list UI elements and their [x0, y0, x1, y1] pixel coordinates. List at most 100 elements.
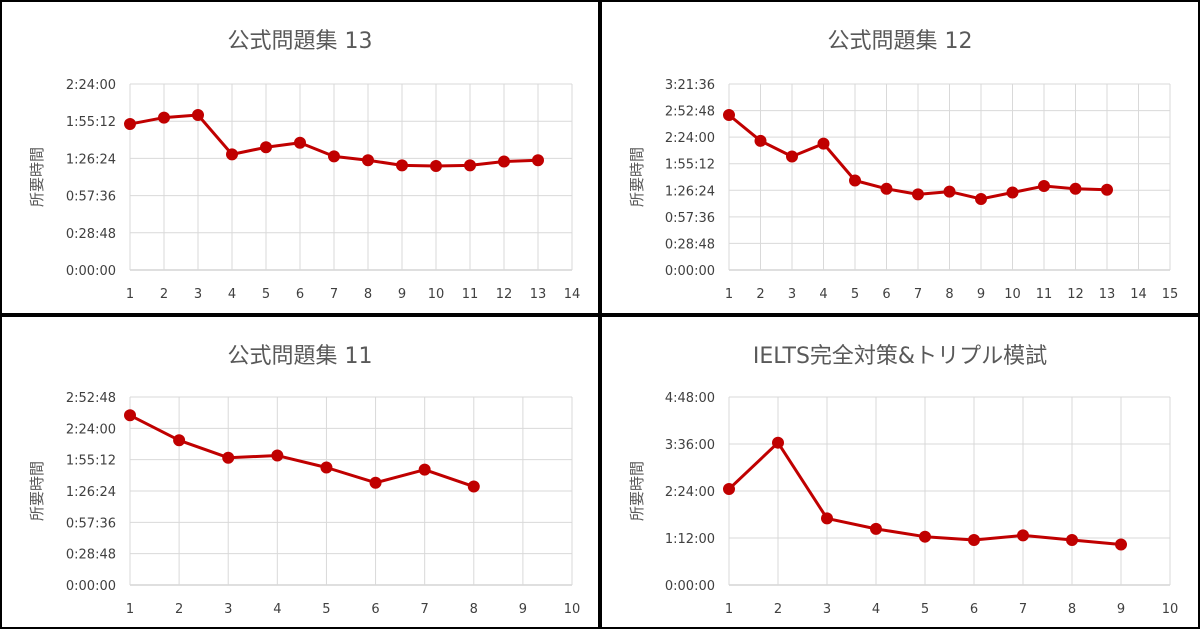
y-tick-label: 3:21:36 [665, 78, 715, 93]
x-tick-label: 10 [428, 287, 445, 302]
chart-svg-2: 公式問題集 12 所要時間 0:00:00 0:28:48 0:57:36 1:26:24… [628, 29, 1178, 302]
chart-title: 公式問題集 11 [228, 344, 373, 369]
x-tick-label: 12 [1067, 287, 1084, 302]
data-point [260, 141, 272, 154]
x-tick-label: 1 [126, 602, 134, 617]
x-tick-label: 3 [194, 287, 202, 302]
data-point [294, 136, 306, 149]
x-tick-label: 13 [1099, 287, 1116, 302]
data-point [870, 522, 882, 535]
x-tick-label: 9 [398, 287, 406, 302]
data-point [362, 154, 374, 167]
x-tick-label: 5 [851, 287, 859, 302]
x-tick-label: 10 [564, 602, 581, 617]
x-tick-label: 5 [921, 602, 929, 617]
x-tick-label: 6 [296, 287, 304, 302]
x-tick-label: 1 [725, 287, 733, 302]
y-tick-label: 1:26:24 [66, 485, 116, 500]
data-point [396, 159, 408, 172]
y-tick-label: 3:36:00 [665, 438, 715, 453]
x-tick-label: 6 [882, 287, 890, 302]
y-tick-label: 2:52:48 [665, 105, 715, 120]
data-point [772, 436, 784, 449]
x-tick-label: 7 [914, 287, 922, 302]
y-tick-label: 0:28:48 [66, 227, 116, 242]
data-point [173, 434, 186, 447]
data-point [328, 150, 340, 163]
data-point [912, 188, 924, 201]
data-point [158, 111, 170, 124]
chart-panel-4: IELTS完全対策&トリプル模試 所要時間 0:00:00 1:12:00 2:24:0… [600, 315, 1200, 629]
data-point [464, 159, 476, 172]
data-point [271, 449, 284, 462]
x-tick-label: 11 [1036, 287, 1053, 302]
data-point [1101, 183, 1113, 196]
series-line [129, 413, 475, 488]
data-point [222, 451, 235, 464]
data-point [786, 150, 798, 163]
x-tick-label: 5 [322, 602, 330, 617]
data-point [968, 533, 980, 546]
data-point [1017, 529, 1029, 542]
y-axis-label: 所要時間 [28, 461, 46, 521]
data-point [849, 174, 861, 187]
x-tick-label: 9 [519, 602, 527, 617]
x-tick-label: 8 [945, 287, 953, 302]
y-tick-label: 1:55:12 [66, 454, 116, 469]
x-tick-label: 7 [330, 287, 338, 302]
data-point [880, 182, 893, 195]
y-tick-label: 2:52:48 [66, 391, 116, 406]
x-tick-label: 3 [224, 602, 232, 617]
chart-svg-1: 公式問題集 13 所要時間 0:00:00 0:28:48 0:57:36 1:26:24… [28, 29, 581, 302]
x-tick-label: 6 [970, 602, 978, 617]
x-tick-label: 5 [262, 287, 270, 302]
x-tick-label: 4 [819, 287, 827, 302]
y-tick-label: 2:24:00 [665, 485, 715, 500]
x-tick-label: 8 [1068, 602, 1076, 617]
chart-title: 公式問題集 13 [228, 29, 373, 54]
data-point [369, 476, 382, 489]
y-tick-label: 1:26:24 [66, 152, 116, 167]
data-point [1066, 533, 1078, 546]
y-axis-label: 所要時間 [28, 147, 46, 207]
data-point [532, 154, 544, 167]
y-tick-label: 1:12:00 [665, 532, 715, 547]
x-tick-label: 3 [788, 287, 796, 302]
y-tick-label: 0:57:36 [66, 516, 116, 531]
x-tick-label: 9 [1117, 602, 1125, 617]
x-tick-label: 12 [496, 287, 513, 302]
y-tick-label: 0:57:36 [66, 190, 116, 205]
x-tick-label: 14 [564, 287, 581, 302]
y-tick-label: 2:24:00 [66, 422, 116, 437]
y-axis-label: 所要時間 [628, 461, 646, 521]
data-point [919, 530, 931, 543]
y-tick-label: 0:57:36 [665, 211, 715, 226]
data-point [1115, 538, 1127, 551]
x-tick-label: 2 [756, 287, 764, 302]
x-tick-label: 3 [823, 602, 831, 617]
x-tick-label: 4 [228, 287, 236, 302]
y-axis-label: 所要時間 [628, 147, 646, 207]
data-point [192, 109, 204, 121]
data-point [1069, 182, 1082, 195]
y-tick-label: 2:24:00 [665, 131, 715, 146]
chart-svg-3: 公式問題集 11 所要時間 0:00:00 0:28:48 0:57:36 1:26:24… [28, 344, 581, 617]
data-point [723, 483, 735, 496]
x-tick-label: 9 [977, 287, 985, 302]
x-tick-label: 7 [1019, 602, 1027, 617]
x-tick-label: 1 [725, 602, 733, 617]
x-tick-label: 4 [273, 602, 281, 617]
data-point [124, 409, 136, 422]
data-point [754, 134, 767, 147]
y-tick-label: 1:55:12 [665, 158, 715, 173]
x-tick-label: 4 [872, 602, 880, 617]
chart-panel-3: 公式問題集 11 所要時間 0:00:00 0:28:48 0:57:36 1:26:24… [0, 315, 600, 629]
x-tick-label: 10 [1162, 602, 1179, 617]
x-tick-label: 1 [126, 287, 134, 302]
data-point [1006, 186, 1019, 199]
data-point [943, 185, 956, 198]
y-tick-label: 1:55:12 [66, 115, 116, 130]
x-tick-label: 10 [1004, 287, 1021, 302]
x-tick-label: 2 [175, 602, 183, 617]
